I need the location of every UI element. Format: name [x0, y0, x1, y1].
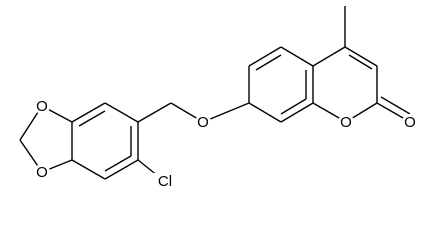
atom-label: O	[36, 164, 48, 181]
bonds	[19, 6, 411, 181]
atom-label: O	[340, 114, 352, 131]
atom-label: Cl	[158, 173, 172, 190]
atom-label: O	[197, 114, 209, 131]
atom-label: O	[36, 98, 48, 115]
atom-labels: O O O O O Cl	[34, 98, 418, 190]
atom-label: O	[404, 114, 416, 131]
molecule-diagram: O O O O O Cl	[19, 6, 418, 190]
